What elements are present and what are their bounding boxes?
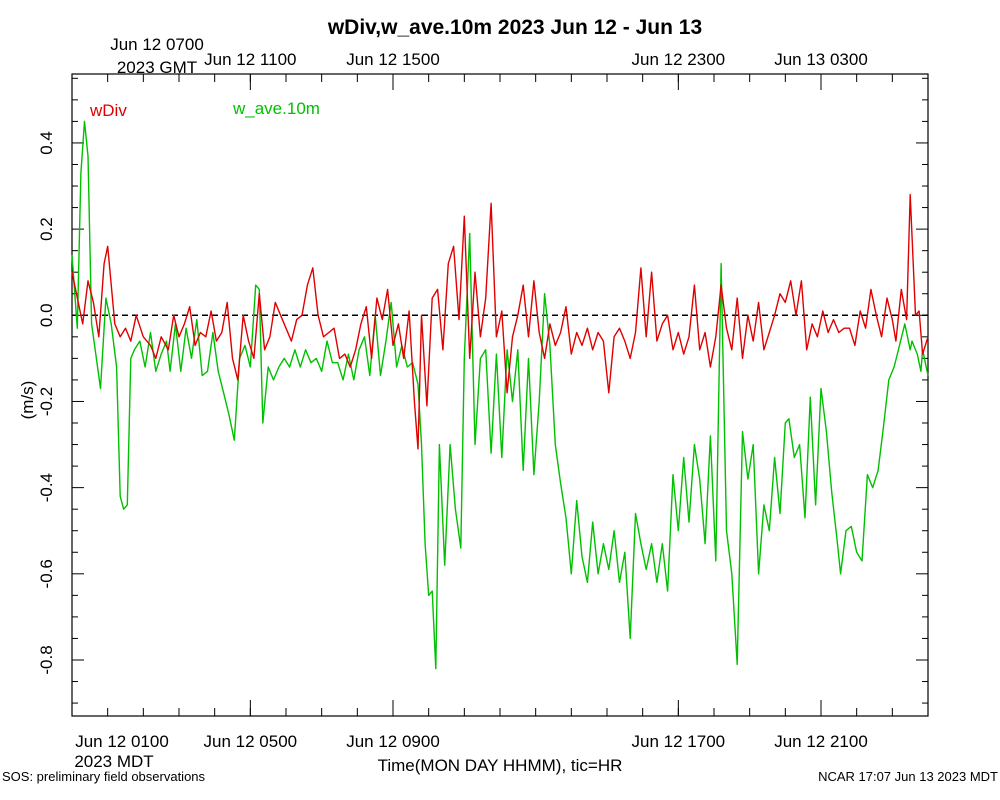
x-axis-label: Time(MON DAY HHMM), tic=HR [378,756,623,775]
y-tick-label: -0.8 [37,645,56,674]
footer-left-note: SOS: preliminary field observations [2,769,206,784]
x-tick-label-top: Jun 13 0300 [774,50,868,69]
x-tick-label-bottom: Jun 12 0500 [204,732,298,751]
legend-entry-wdiv: wDiv [89,101,127,120]
x-tick-sublabel-top: 2023 GMT [117,58,197,77]
series-line-w-ave-10m [71,120,929,670]
x-tick-label-top: Jun 12 2300 [632,50,726,69]
legend-entry-w-ave-10m: w_ave.10m [232,99,320,118]
y-tick-label: -0.2 [37,387,56,416]
x-tick-label-bottom: Jun 12 0900 [346,732,440,751]
y-tick-label: -0.6 [37,559,56,588]
x-tick-sublabel-bottom: 2023 MDT [74,752,153,771]
y-axis-label: (m/s) [18,381,37,420]
x-tick-label-top: Jun 12 1500 [346,50,440,69]
y-tick-label: 0.4 [37,131,56,155]
chart-title: wDiv,w_ave.10m 2023 Jun 12 - Jun 13 [327,16,702,39]
x-tick-label-bottom: Jun 12 1700 [632,732,726,751]
x-tick-label-top: Jun 12 1100 [204,50,296,69]
y-tick-label: 0.0 [37,303,56,327]
plot-frame [71,73,929,717]
series-line-wdiv [71,193,929,450]
x-tick-label-bottom: Jun 12 0100 [75,732,169,751]
footer-right-note: NCAR 17:07 Jun 13 2023 MDT [818,769,998,784]
y-tick-label: 0.2 [37,217,56,241]
x-tick-label-bottom: Jun 12 2100 [774,732,868,751]
y-tick-label: -0.4 [37,473,56,502]
x-tick-label-top: Jun 12 0700 [110,35,204,54]
